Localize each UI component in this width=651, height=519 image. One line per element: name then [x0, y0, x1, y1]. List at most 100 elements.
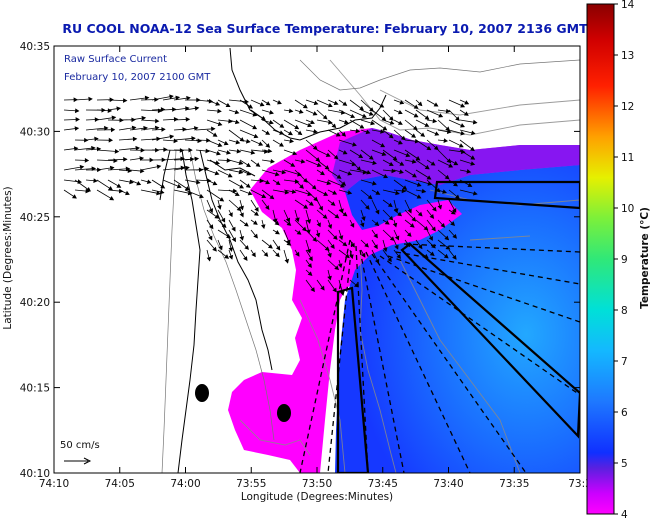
- current-vector-head: [284, 258, 290, 264]
- current-vector-head: [294, 124, 300, 130]
- current-vector-head: [244, 245, 249, 250]
- current-vector-head: [188, 147, 193, 153]
- current-vector-head: [143, 125, 148, 131]
- current-vector-head: [361, 113, 367, 118]
- current-vector-head: [300, 159, 306, 164]
- current-vector-head: [469, 146, 475, 152]
- current-vector-head: [316, 162, 322, 167]
- current-vector-head: [122, 98, 128, 103]
- current-vector-head: [275, 230, 280, 235]
- current-vector-head: [407, 208, 412, 214]
- current-vector-head: [450, 221, 455, 226]
- current-vector-head: [405, 242, 411, 248]
- current-vector-head: [366, 170, 372, 175]
- current-vector-head: [423, 225, 429, 231]
- current-vector-head: [402, 185, 408, 190]
- station-marker-west: [195, 384, 209, 402]
- current-vector-head: [226, 233, 232, 239]
- current-vector-head: [431, 226, 436, 232]
- current-vector-head: [267, 244, 273, 249]
- current-vector-head: [444, 174, 450, 180]
- current-vector-head: [217, 108, 222, 114]
- current-vector-head: [227, 173, 233, 178]
- y-tick-label: 40:25: [20, 212, 50, 224]
- current-vector-head: [401, 188, 407, 194]
- colorbar-tick-label: 4: [621, 509, 628, 519]
- current-vector-head: [252, 220, 258, 225]
- current-vector-head: [332, 190, 338, 195]
- y-axis-label: Latitude (Degrees:Minutes): [2, 186, 14, 329]
- current-vector-head: [155, 118, 160, 124]
- current-vector-head: [325, 152, 331, 157]
- colorbar-tick-label: 14: [621, 0, 635, 11]
- current-vector-head: [290, 162, 296, 167]
- current-vector-head: [374, 221, 380, 227]
- current-vector-head: [375, 209, 380, 215]
- transect-boxes: [336, 180, 580, 473]
- current-vector-head: [453, 182, 458, 187]
- current-vector-head: [472, 119, 478, 125]
- x-tick-label: 73:3: [568, 478, 592, 490]
- current-vector-head: [389, 236, 395, 241]
- cold-water-region: [335, 165, 580, 473]
- colorbar-tick-label: 8: [621, 305, 628, 317]
- current-vector-head: [108, 186, 114, 191]
- current-vector-head: [318, 205, 323, 211]
- current-vector-head: [299, 184, 304, 189]
- current-vector-head: [225, 102, 231, 107]
- colorbar-tick-label: 9: [621, 254, 628, 266]
- current-vector-head: [93, 178, 98, 184]
- current-vector-head: [279, 130, 285, 135]
- current-vector-head: [388, 116, 394, 121]
- current-vector-head: [405, 152, 411, 158]
- current-vector-head: [368, 111, 374, 116]
- current-vector-head: [306, 248, 312, 254]
- current-vector-head: [443, 138, 449, 144]
- current-vector-head: [331, 123, 337, 129]
- current-vector-head: [429, 251, 435, 257]
- x-tick-label: 73:45: [368, 478, 398, 490]
- current-vector-head: [265, 130, 271, 135]
- current-vector-head: [335, 132, 341, 137]
- current-vector-head: [239, 236, 245, 241]
- current-vector-head: [342, 101, 348, 106]
- current-vector-head: [307, 263, 312, 268]
- current-vector-head: [214, 214, 220, 219]
- coastal-detail: [161, 59, 580, 473]
- y-tick-label: 40:10: [20, 468, 50, 480]
- current-vector-head: [327, 224, 333, 229]
- current-vector-head: [409, 223, 415, 228]
- current-vector-head: [136, 181, 142, 186]
- current-vector-head: [269, 194, 275, 200]
- current-vector-head: [397, 109, 403, 115]
- current-vector-head: [327, 102, 333, 108]
- current-vector-head: [420, 132, 426, 137]
- current-vector-head: [383, 173, 389, 179]
- current-vector-head: [399, 169, 404, 174]
- current-vector-head: [211, 126, 216, 132]
- current-vector-head: [161, 127, 166, 132]
- plot-area: Raw Surface Current February 10, 2007 21…: [54, 46, 580, 473]
- colorbar-tick-label: 10: [621, 203, 634, 215]
- current-vector-head: [243, 222, 249, 227]
- current-vector-head: [149, 157, 154, 163]
- current-vector-head: [312, 237, 318, 242]
- current-vector-head: [337, 263, 343, 269]
- current-vector-head: [217, 121, 223, 127]
- current-vector-head: [312, 145, 318, 151]
- current-vector-head: [310, 287, 315, 293]
- current-vector-head: [226, 158, 232, 163]
- colorbar-tick-label: 13: [621, 50, 634, 62]
- current-vector-head: [438, 113, 444, 118]
- current-vector-head: [239, 184, 245, 189]
- current-vector-head: [71, 194, 77, 199]
- current-vector-head: [411, 133, 416, 138]
- current-vector-head: [361, 252, 366, 258]
- current-vector-head: [388, 215, 394, 221]
- current-vector-head: [129, 179, 134, 185]
- current-vector: [151, 135, 174, 141]
- current-vector-head: [159, 189, 165, 195]
- current-vector-head: [275, 252, 280, 258]
- current-vector-head: [246, 162, 251, 168]
- current-vector-head: [330, 244, 335, 249]
